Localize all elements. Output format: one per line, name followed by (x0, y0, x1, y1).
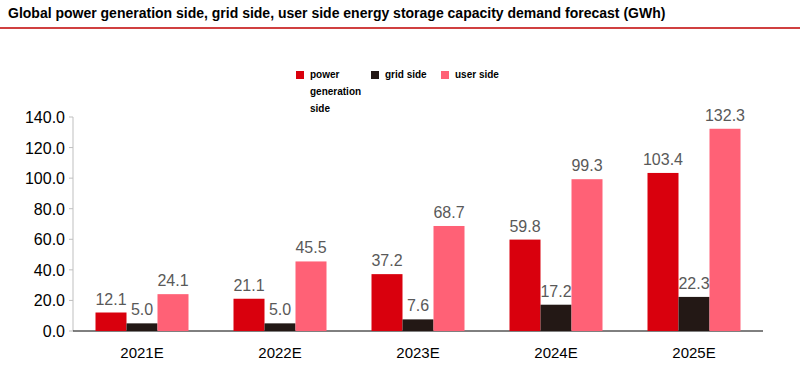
legend-swatch (371, 71, 379, 79)
data-label: 24.1 (157, 272, 188, 289)
bar (710, 129, 741, 331)
data-label: 7.6 (407, 297, 429, 314)
chart: Global power generation side, grid side,… (0, 0, 800, 387)
data-label: 12.1 (95, 291, 126, 308)
data-label: 45.5 (295, 239, 326, 256)
y-axis (73, 117, 74, 331)
bar (648, 173, 679, 331)
title-rule (0, 27, 800, 29)
legend-label-line: power (310, 69, 342, 80)
y-tick (69, 117, 73, 118)
y-tick-label: 60.0 (34, 231, 65, 248)
bar (296, 261, 327, 331)
data-label: 68.7 (433, 204, 464, 221)
data-label: 99.3 (571, 157, 602, 174)
legend-swatch (296, 71, 304, 79)
legend: power generation side grid side user side (296, 69, 499, 114)
y-tick-label: 0.0 (43, 323, 65, 340)
legend-label-line: side (310, 103, 330, 114)
data-label: 5.0 (269, 301, 291, 318)
y-tick-label: 40.0 (34, 262, 65, 279)
x-tick-label: 2022E (258, 344, 301, 361)
y-tick (69, 178, 73, 179)
y-tick-label: 100.0 (25, 170, 65, 187)
x-tick-label: 2024E (534, 344, 577, 361)
data-label: 22.3 (678, 275, 709, 292)
data-label: 5.0 (131, 301, 153, 318)
legend-label: power generation side (310, 69, 364, 114)
title: Global power generation side, grid side,… (8, 5, 665, 21)
legend-label: user side (455, 69, 499, 80)
legend-label-line: generation (310, 86, 364, 97)
bar (679, 297, 710, 331)
y-tick-label: 20.0 (34, 292, 65, 309)
bar (127, 323, 158, 331)
legend-label: grid side (385, 69, 427, 80)
y-tick-label: 80.0 (34, 201, 65, 218)
bars (96, 129, 741, 331)
bar (572, 179, 603, 331)
data-label: 59.8 (509, 218, 540, 235)
y-tick (69, 147, 73, 148)
bar (541, 305, 572, 331)
y-tick (69, 300, 73, 301)
bar (403, 319, 434, 331)
y-tick (69, 269, 73, 270)
bar (96, 313, 127, 331)
data-label: 37.2 (371, 252, 402, 269)
legend-swatch (441, 71, 449, 79)
x-tick-label: 2025E (672, 344, 715, 361)
x-tick-label: 2023E (396, 344, 439, 361)
data-labels: 12.15.024.121.15.045.537.27.668.759.817.… (95, 107, 745, 319)
bar (372, 274, 403, 331)
y-tick (69, 208, 73, 209)
y-tick-label: 140.0 (25, 109, 65, 126)
bar (434, 226, 465, 331)
bar (234, 299, 265, 331)
data-label: 21.1 (233, 277, 264, 294)
y-tick-label: 120.0 (25, 140, 65, 157)
data-label: 17.2 (540, 283, 571, 300)
y-tick (69, 331, 73, 332)
bar (510, 240, 541, 331)
bar (158, 294, 189, 331)
bar (265, 323, 296, 331)
data-label: 132.3 (705, 107, 745, 124)
x-tick-label: 2021E (120, 344, 163, 361)
y-tick (69, 239, 73, 240)
data-label: 103.4 (643, 151, 683, 168)
